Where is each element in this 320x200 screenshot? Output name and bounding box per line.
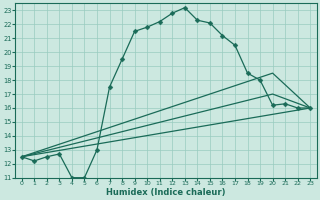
X-axis label: Humidex (Indice chaleur): Humidex (Indice chaleur) xyxy=(106,188,226,197)
